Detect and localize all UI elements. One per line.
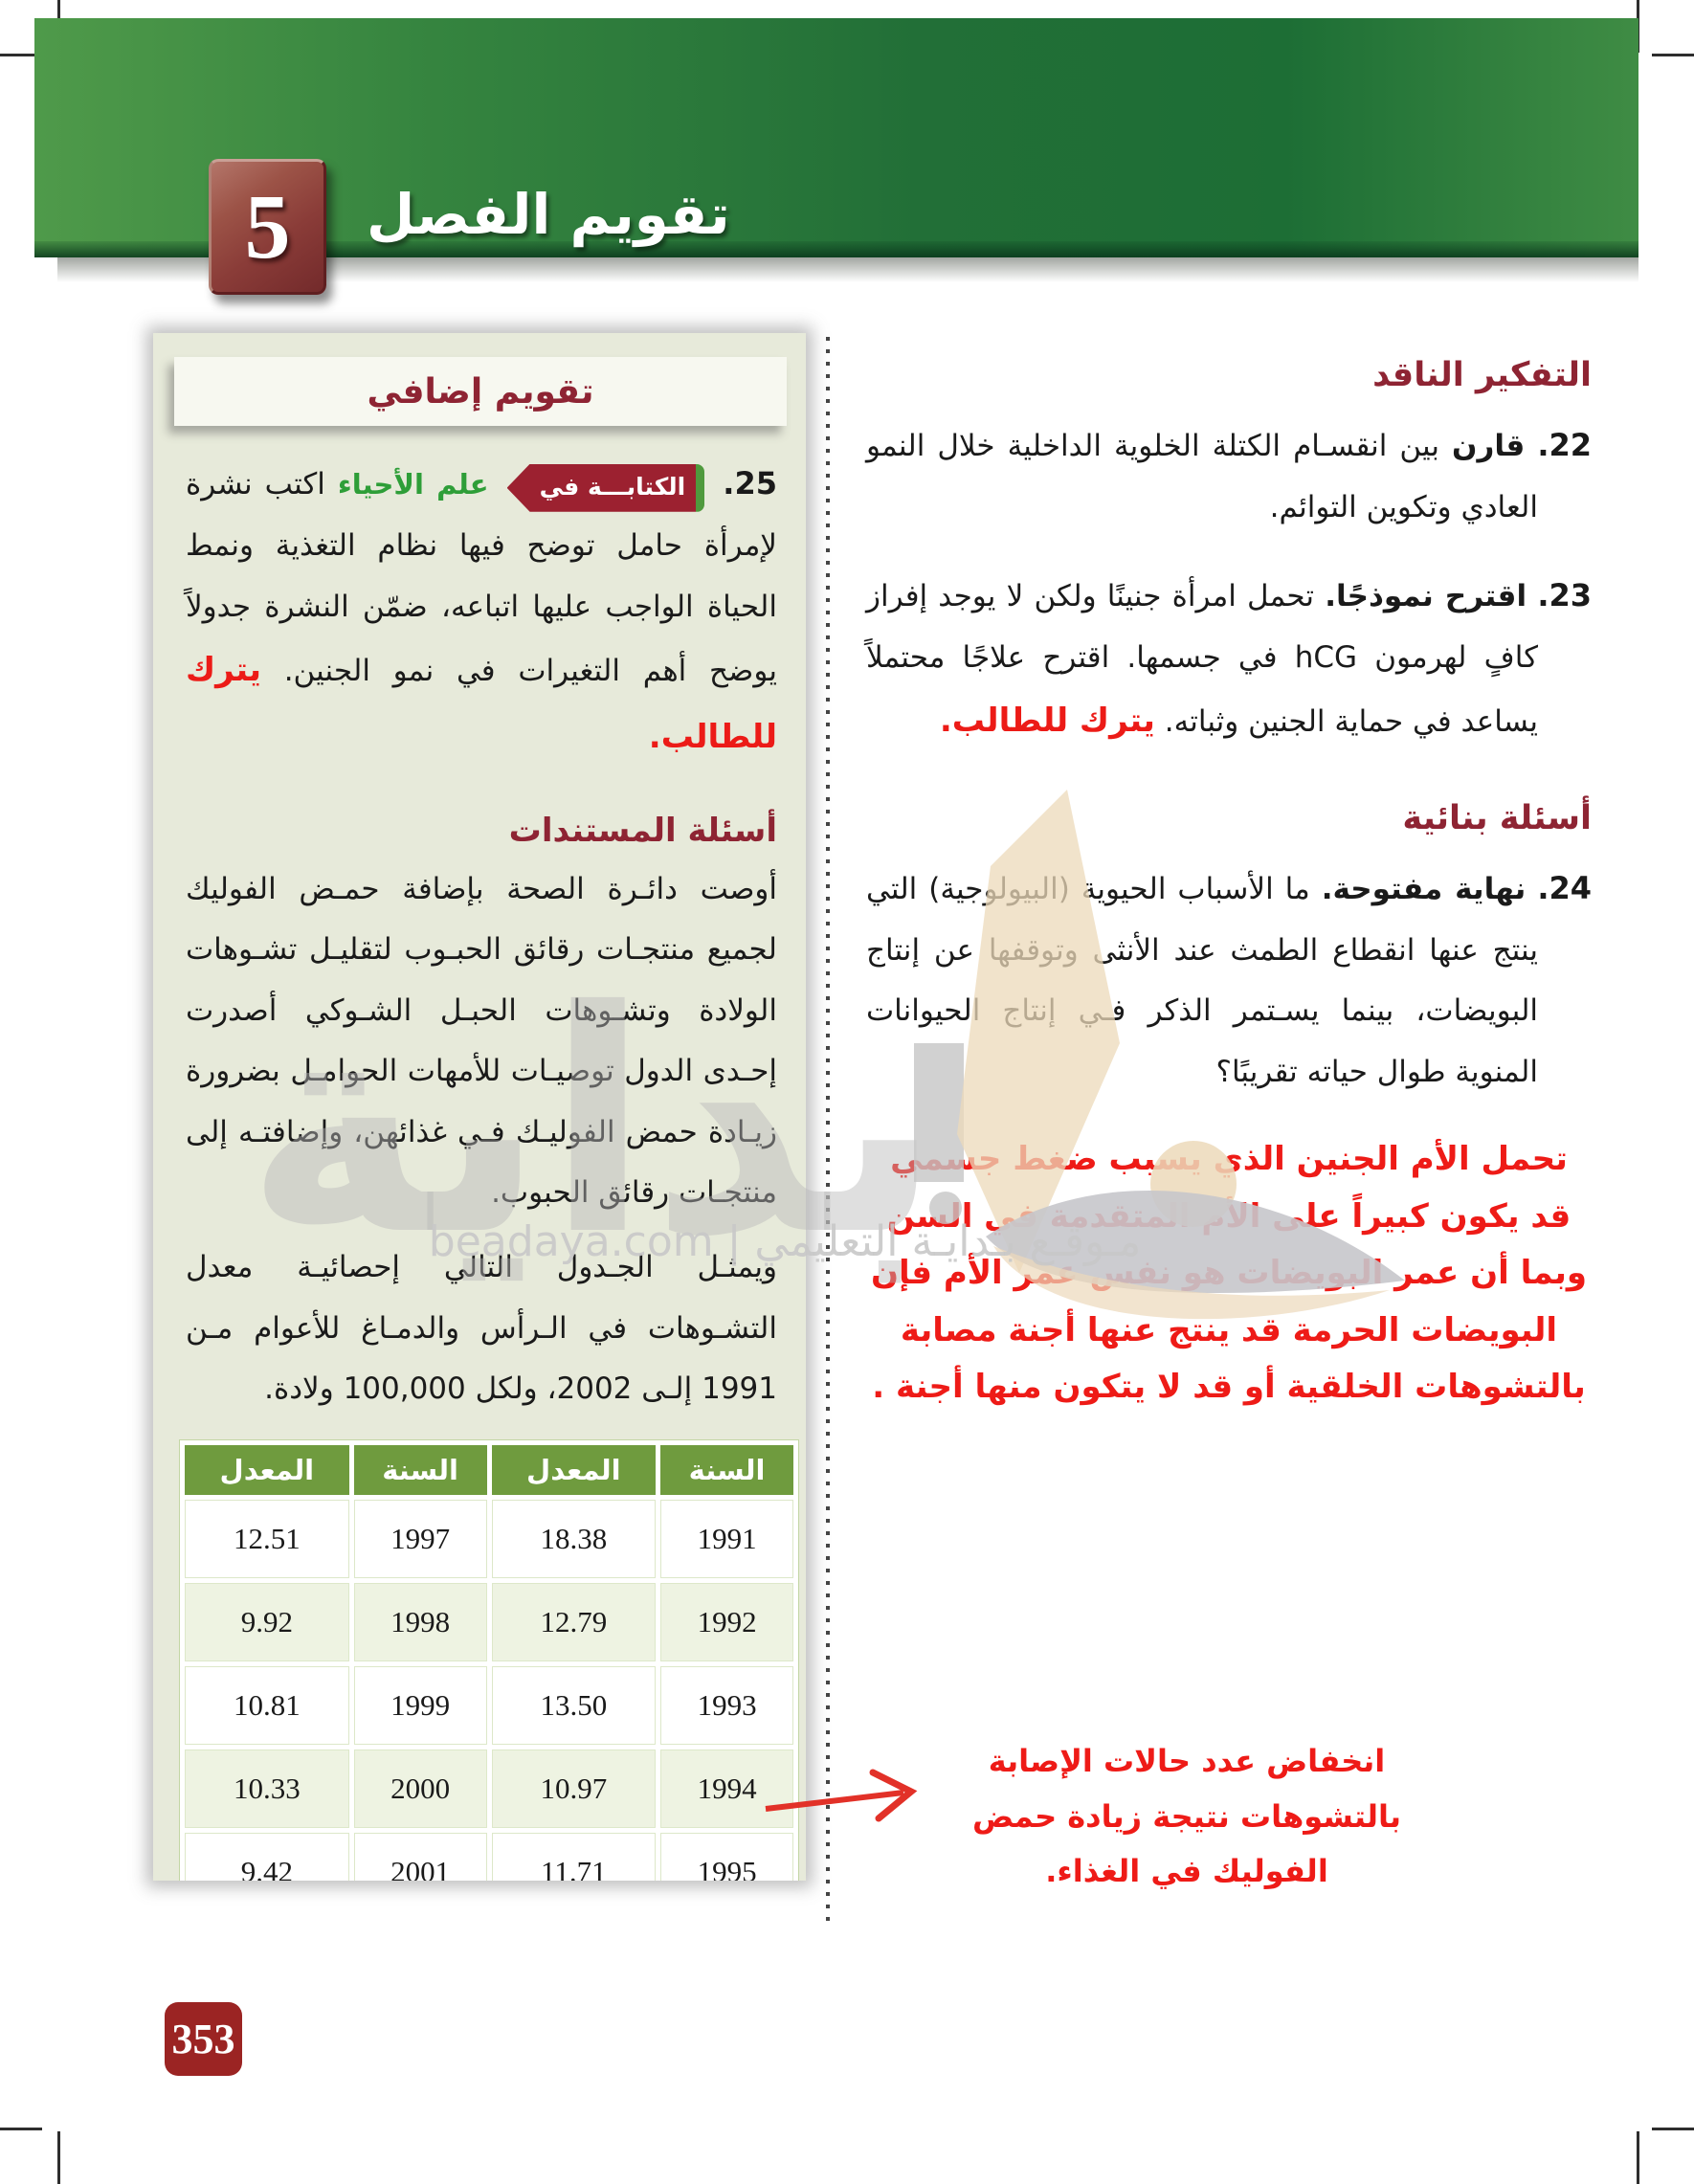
table-row: 1993 13.50 1999 10.81 (185, 1665, 793, 1745)
additional-assessment-heading: تقويم إضافي (174, 357, 787, 426)
table-cell: 2001 (353, 1832, 487, 1881)
question-24-lead: نهاية مفتوحة. (1321, 871, 1527, 906)
crop-mark (1652, 54, 1694, 56)
table-cell: 18.38 (491, 1499, 657, 1578)
chapter-number-badge: 5 (209, 159, 326, 295)
crop-mark (0, 2128, 42, 2130)
table-cell: 2000 (353, 1749, 487, 1828)
question-24-number: 24. (1537, 869, 1592, 906)
question-24: 24. نهاية مفتوحة. ما الأسباب الحيوية (ال… (866, 858, 1592, 1103)
table-cell: 12.51 (185, 1499, 349, 1578)
document-paragraph-1: أوصت دائـرة الصحة بإضافة حمـض الفوليك لج… (186, 871, 777, 1211)
table-cell: 1992 (660, 1582, 793, 1661)
table-cell: 1995 (660, 1832, 793, 1881)
table-cell: 13.50 (491, 1665, 657, 1745)
table-row: 1992 12.79 1998 9.92 (185, 1582, 793, 1661)
table-cell: 10.97 (491, 1749, 657, 1828)
writing-in-ribbon: الكتابـــة في (506, 456, 705, 517)
document-paragraph-2: ويمثـل الجـدول التالي إحصائيـة معدل التش… (186, 1250, 777, 1407)
banner-bottom-strip (34, 241, 1638, 257)
table-cell: 10.81 (185, 1665, 349, 1745)
table-cell: 12.79 (491, 1582, 657, 1661)
question-25-number: 25. (723, 465, 777, 501)
crop-mark (0, 54, 42, 56)
table-cell: 1999 (353, 1665, 487, 1745)
question-22: 22. قارن بين انقسـام الكتلة الخلوية الدا… (866, 414, 1592, 538)
table-header-year: السنة (353, 1444, 487, 1495)
question-24-answer: تحمل الأم الجنين الذي يسبب ضغط جسمي قد ي… (870, 1140, 1588, 1407)
table-header-year: السنة (660, 1444, 793, 1495)
page-number-badge: 353 (165, 2002, 242, 2076)
question-25: 25. الكتابـــة في علم الأحياء اكتب نشرة … (153, 453, 806, 771)
table-header-row: السنة المعدل السنة المعدل (185, 1444, 793, 1495)
question-23-answer: يترك للطالب. (939, 702, 1155, 741)
question-23-lead: اقترح نموذجًا. (1325, 579, 1527, 614)
column-divider (826, 337, 830, 1926)
table-row: 1994 10.97 2000 10.33 (185, 1749, 793, 1828)
page-title: تقويم الفصل (367, 182, 730, 247)
table-cell: 1993 (660, 1665, 793, 1745)
table-cell: 1997 (353, 1499, 487, 1578)
table-row: 1995 11.71 2001 9.42 (185, 1832, 793, 1881)
rates-table-wrapper: السنة المعدل السنة المعدل 1991 18.38 1997 1… (179, 1438, 799, 1881)
question-25-answer: يترك للطالب. (186, 651, 777, 757)
table-header-rate: المعدل (491, 1444, 657, 1495)
crop-mark (1652, 2128, 1694, 2130)
table-cell: 11.71 (491, 1832, 657, 1881)
question-27-answer: انخفاض عدد حالات الإصابة بالتشوهات نتيجة… (971, 1743, 1402, 1890)
question-22-number: 22. (1537, 427, 1593, 463)
question-23-text: تحمل امرأة جنينًا ولكن لا يوجد إفراز كاف… (866, 579, 1538, 740)
table-cell: 1998 (353, 1582, 487, 1661)
critical-thinking-heading: التفكير الناقد (1372, 356, 1592, 394)
right-column: التفكير الناقد 22. قارن بين انقسـام الكت… (866, 352, 1592, 1416)
question-22-text: بين انقسـام الكتلة الخلوية الداخلية خلال… (866, 429, 1538, 524)
subject-biology-label: علم الأحياء (337, 468, 489, 501)
question-25-text: اكتب نشرة لإمرأة حامل توضح فيها نظام الت… (186, 467, 777, 689)
table-row: 1991 18.38 1997 12.51 (185, 1499, 793, 1578)
crop-mark (57, 2131, 60, 2184)
answer-arrow-icon (765, 1769, 918, 1822)
chapter-number: 5 (244, 175, 291, 278)
question-23-number: 23. (1537, 577, 1592, 614)
table-cell: 1994 (660, 1749, 793, 1828)
table-cell: 9.92 (185, 1582, 349, 1661)
table-cell: 10.33 (185, 1749, 349, 1828)
document-questions-heading: أسئلة المستندات (508, 811, 777, 850)
structural-questions-heading: أسئلة بنائية (1402, 798, 1592, 837)
birth-defect-rates-table: السنة المعدل السنة المعدل 1991 18.38 1997 1… (180, 1439, 798, 1881)
additional-assessment-box: تقويم إضافي 25. الكتابـــة في علم الأحيا… (153, 333, 806, 1881)
crop-mark (1637, 2131, 1639, 2184)
table-header-rate: المعدل (185, 1444, 349, 1495)
question-23: 23. اقترح نموذجًا. تحمل امرأة جنينًا ولك… (866, 565, 1592, 755)
writing-in-ribbon-label: الكتابـــة في (506, 463, 705, 512)
page-number: 353 (171, 2016, 235, 2062)
table-cell: 1991 (660, 1499, 793, 1578)
table-cell: 9.42 (185, 1832, 349, 1881)
question-22-lead: قارن (1452, 429, 1526, 463)
